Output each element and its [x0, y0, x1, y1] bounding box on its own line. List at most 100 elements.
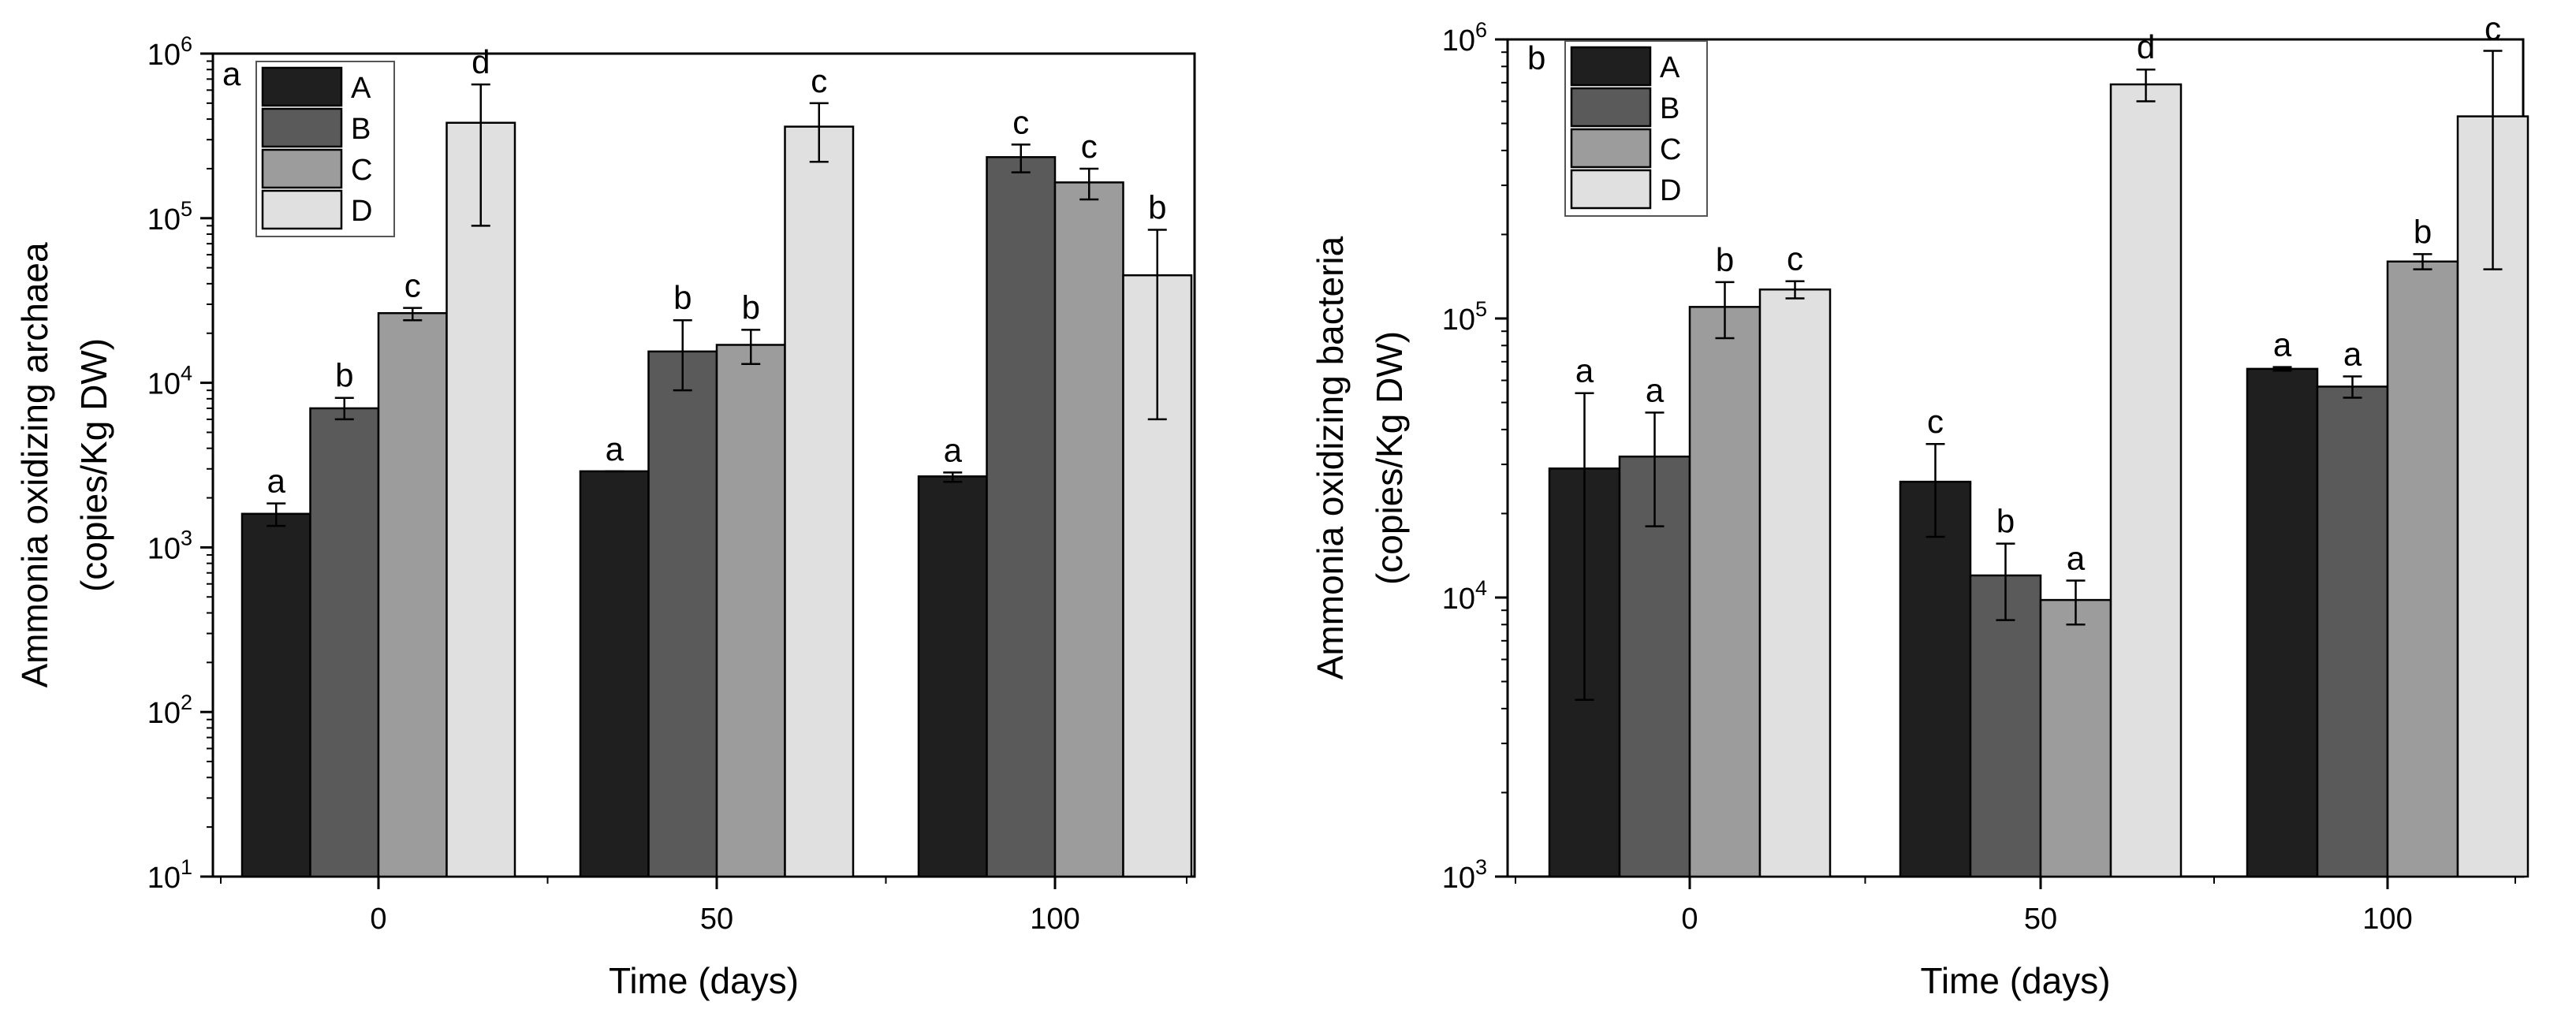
y-tick-exponent: 4: [1475, 576, 1487, 600]
y-tick-label: 101: [147, 855, 192, 895]
bar-D-0: [445, 121, 516, 878]
y-tick-label: 106: [147, 32, 192, 72]
y-tick-exponent: 3: [181, 526, 192, 549]
x-tick-label: 0: [370, 903, 386, 936]
legend-label-C: C: [351, 154, 372, 187]
legend-swatch-A: [1570, 46, 1652, 87]
y-tick-base: 10: [1442, 862, 1475, 895]
bar-A-100: [2246, 367, 2319, 878]
y-axis-subtitle: (copies/Kg DW): [1369, 331, 1410, 585]
legend-label-D: D: [1660, 174, 1681, 207]
legend-label-B: B: [351, 113, 371, 146]
y-axis-subtitle: (copies/Kg DW): [73, 338, 114, 592]
x-axis-title: Time (days): [1920, 960, 2110, 1001]
bar-C-100: [2386, 260, 2459, 878]
y-tick-exponent: 3: [1475, 855, 1487, 879]
y-tick-exponent: 6: [1475, 18, 1487, 42]
y-tick-exponent: 6: [181, 32, 192, 56]
y-tick-exponent: 4: [181, 362, 192, 385]
bar-B-50: [647, 350, 718, 878]
significance-letter: c: [1012, 103, 1029, 140]
significance-letter: a: [2343, 335, 2362, 372]
y-tick-base: 10: [147, 532, 181, 565]
y-axis-title: Ammonia oxidizing bacteria: [1310, 236, 1351, 680]
legend-swatch-C: [1570, 128, 1652, 169]
significance-letter: c: [1787, 240, 1803, 277]
legend-swatch-B: [261, 107, 343, 148]
significance-letter: b: [1148, 189, 1166, 226]
y-tick-base: 10: [147, 697, 181, 730]
significance-letter: a: [1646, 371, 1665, 408]
y-tick-label: 103: [147, 526, 192, 565]
y-tick-base: 10: [147, 368, 181, 401]
bar-C-50: [2039, 598, 2112, 878]
y-tick-label: 104: [147, 362, 192, 401]
significance-letter: a: [2067, 540, 2086, 577]
y-tick-label: 104: [1442, 576, 1487, 616]
y-tick-label: 103: [1442, 855, 1487, 895]
significance-letter: c: [404, 267, 421, 304]
significance-letter: c: [1927, 403, 1944, 440]
bar-C-0: [377, 311, 448, 878]
bar-B-0: [309, 407, 380, 878]
bar-D-50: [784, 125, 855, 878]
bar-A-100: [917, 475, 988, 878]
y-tick-exponent: 5: [1475, 297, 1487, 321]
bar-B-100: [2316, 385, 2389, 878]
legend-label-A: A: [351, 72, 371, 105]
bar-A-0: [240, 512, 311, 878]
significance-letter: a: [1575, 352, 1594, 389]
bar-C-100: [1053, 181, 1124, 878]
y-tick-base: 10: [1442, 303, 1475, 337]
significance-letter: a: [267, 463, 286, 500]
significance-letter: d: [2137, 28, 2155, 65]
legend-swatch-D: [261, 189, 343, 230]
bar-C-0: [1688, 306, 1761, 878]
bar-B-100: [986, 156, 1057, 878]
bar-D-0: [1758, 289, 1832, 878]
y-tick-base: 10: [1442, 583, 1475, 616]
significance-letter: a: [606, 430, 624, 467]
x-tick-label: 100: [2362, 903, 2412, 936]
y-tick-label: 105: [147, 197, 192, 236]
y-axis-title: Ammonia oxidizing archaea: [14, 242, 55, 687]
legend-swatch-C: [261, 148, 343, 189]
significance-letter: c: [811, 62, 827, 99]
y-tick-base: 10: [147, 862, 181, 895]
y-tick-base: 10: [1442, 24, 1475, 58]
significance-letter: b: [742, 289, 760, 326]
y-tick-label: 106: [1442, 18, 1487, 58]
bar-A-50: [579, 470, 650, 878]
x-tick-label: 100: [1030, 903, 1079, 936]
significance-letter: b: [335, 357, 353, 394]
significance-letter: d: [472, 43, 490, 80]
significance-letter: a: [944, 431, 963, 468]
significance-letter: a: [2273, 326, 2292, 363]
y-tick-base: 10: [147, 39, 181, 72]
bar-A-50: [1899, 480, 1972, 878]
significance-letter: b: [1996, 503, 2015, 540]
significance-letter: b: [673, 279, 692, 316]
panel-label: b: [1527, 39, 1545, 76]
legend-label-A: A: [1660, 51, 1680, 84]
y-tick-exponent: 5: [181, 197, 192, 221]
bar-D-50: [2109, 83, 2183, 878]
y-tick-base: 10: [147, 203, 181, 236]
panel-label: a: [222, 55, 241, 92]
x-axis-title: Time (days): [609, 960, 799, 1001]
significance-letter: c: [2485, 9, 2501, 47]
significance-letter: c: [1081, 128, 1098, 165]
y-tick-exponent: 2: [181, 691, 192, 714]
significance-letter: b: [1716, 241, 1734, 278]
y-tick-label: 105: [1442, 297, 1487, 337]
y-tick-exponent: 1: [181, 855, 192, 879]
legend-label-C: C: [1660, 133, 1681, 166]
legend-label-B: B: [1660, 92, 1679, 125]
y-tick-label: 102: [147, 691, 192, 730]
legend-label-D: D: [351, 195, 372, 228]
x-tick-label: 50: [2024, 903, 2057, 936]
